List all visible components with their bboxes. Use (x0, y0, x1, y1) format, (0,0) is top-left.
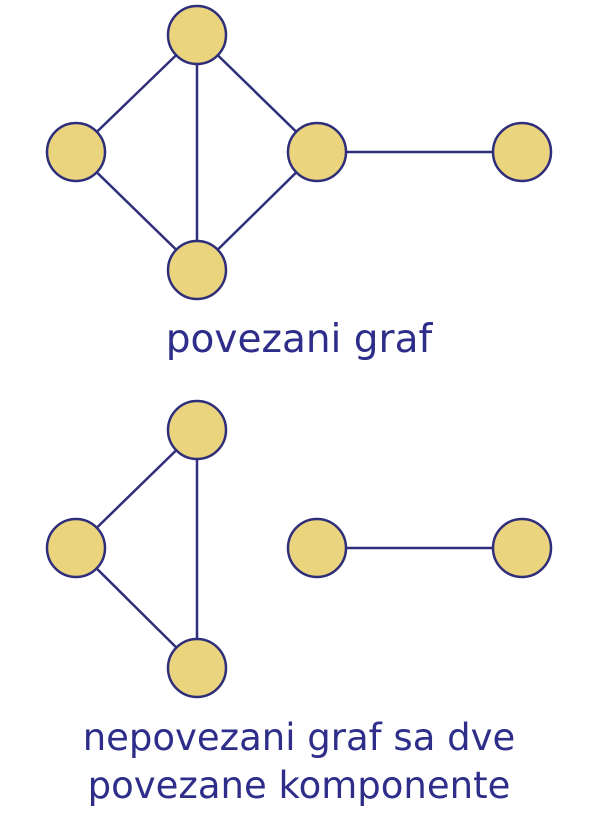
graph2-node-middle (286, 517, 348, 579)
graph1-node-middle (286, 121, 348, 183)
graph1-node-left (45, 121, 107, 183)
graph1-node-right (491, 121, 553, 183)
graph2-caption-line2: povezane komponente (88, 764, 511, 807)
connected-graph: povezani graf (45, 4, 553, 362)
graph2-caption-line1: nepovezani graf sa dve (83, 716, 516, 759)
disconnected-graph: nepovezani graf sa dve povezane komponen… (45, 399, 553, 807)
graph2-node-left (45, 517, 107, 579)
graph1-node-top (166, 4, 228, 66)
graph2-node-bottom (166, 637, 228, 699)
graph2-node-right (491, 517, 553, 579)
graph1-caption: povezani graf (166, 317, 434, 362)
graph2-node-top (166, 399, 228, 461)
graph1-node-bottom (166, 239, 228, 301)
